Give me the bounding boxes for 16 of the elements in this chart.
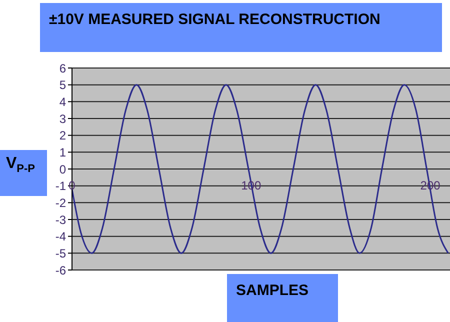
y-tick-label: 0	[59, 162, 66, 176]
y-tick-label: -3	[55, 212, 66, 227]
y-tick-label: -6	[55, 263, 66, 278]
x-axis-title: SAMPLES	[227, 274, 338, 322]
y-tick-label: 6	[59, 61, 66, 76]
y-tick-label: 5	[59, 78, 66, 92]
y-tick-label: 3	[59, 112, 66, 126]
y-tick-label: -1	[55, 179, 66, 194]
y-axis-title: V$_{P-P}$	[0, 150, 47, 196]
y-tick-label: 2	[59, 128, 66, 143]
y-tick-label: -4	[55, 230, 66, 244]
y-tick-label: 4	[59, 94, 66, 109]
chart-title: ±10V MEASURED SIGNAL RECONSTRUCTION	[40, 3, 442, 52]
y-tick-label: 1	[59, 145, 66, 160]
y-tick-label: -2	[55, 196, 66, 210]
y-tick-label: -5	[55, 246, 66, 260]
